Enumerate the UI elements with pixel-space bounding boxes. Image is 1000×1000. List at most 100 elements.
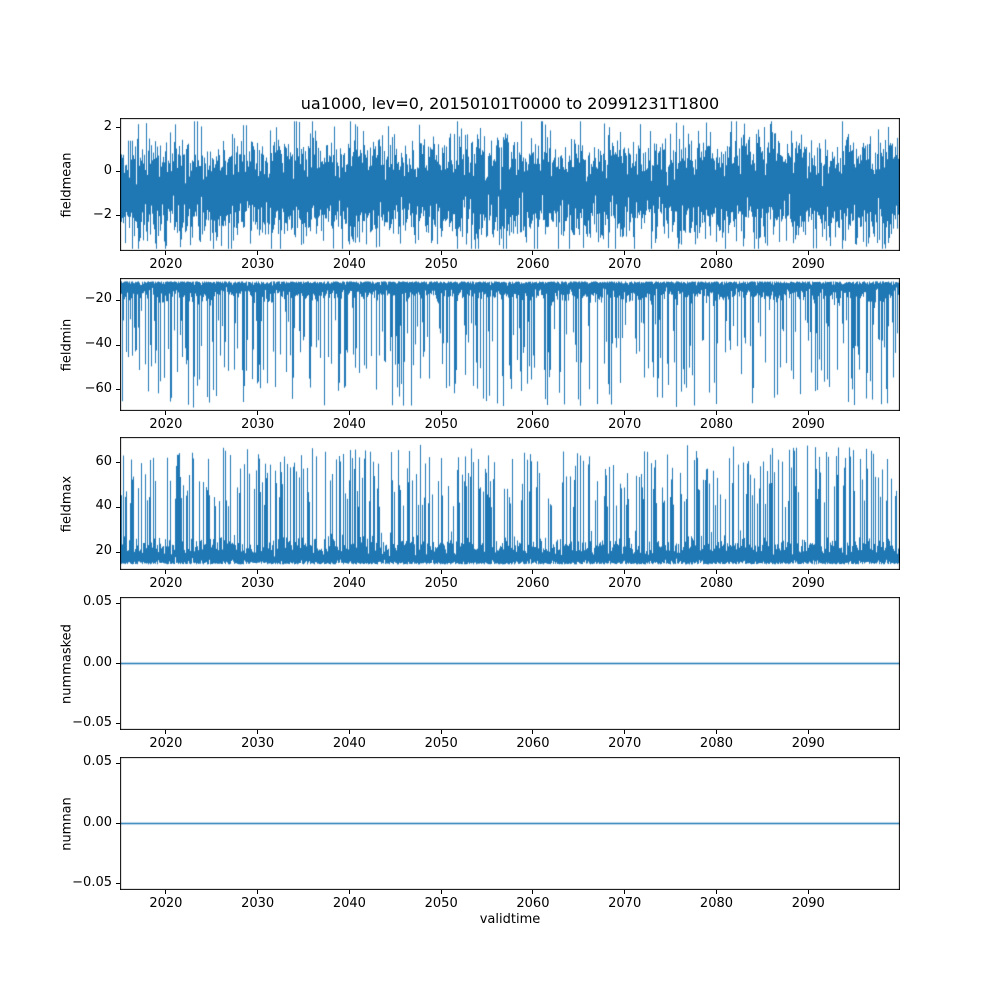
y-axis-label-fieldmean: fieldmean: [59, 152, 75, 217]
y-tick-mark: [116, 462, 120, 464]
y-tick-mark: [116, 602, 120, 604]
x-tick-label: 2050: [424, 576, 458, 591]
x-tick-mark: [807, 890, 809, 894]
y-tick-mark: [116, 344, 120, 346]
x-tick-mark: [624, 730, 626, 734]
x-tick-mark: [624, 251, 626, 255]
subplot-numnan-canvas: [120, 757, 900, 890]
y-tick-mark: [116, 883, 120, 885]
x-tick-label: 2080: [699, 736, 734, 751]
y-tick-mark: [116, 127, 120, 129]
x-tick-mark: [532, 730, 534, 734]
y-tick-mark: [116, 215, 120, 217]
x-tick-mark: [440, 890, 442, 894]
x-tick-mark: [532, 251, 534, 255]
y-tick-label: 60: [95, 453, 112, 469]
x-tick-mark: [624, 570, 626, 574]
y-tick-label: 0.00: [83, 814, 112, 830]
x-tick-label: 2030: [241, 896, 275, 911]
y-tick-label: 40: [95, 498, 112, 514]
y-tick-label: 0.00: [83, 654, 112, 670]
x-tick-label: 2090: [791, 576, 825, 591]
x-tick-label: 2070: [608, 896, 642, 911]
x-tick-label: 2070: [608, 736, 642, 751]
x-tick-mark: [440, 730, 442, 734]
x-tick-mark: [807, 730, 809, 734]
x-tick-mark: [257, 251, 259, 255]
x-tick-mark: [715, 890, 717, 894]
x-tick-label: 2060: [516, 576, 550, 591]
x-tick-mark: [624, 890, 626, 894]
y-tick-mark: [116, 723, 120, 725]
x-tick-label: 2020: [149, 417, 183, 432]
x-tick-mark: [165, 730, 167, 734]
x-tick-label: 2040: [332, 576, 366, 591]
y-tick-label: −0.05: [72, 714, 112, 730]
y-tick-label: −0.05: [72, 874, 112, 890]
x-tick-label: 2030: [241, 736, 275, 751]
x-tick-mark: [165, 890, 167, 894]
x-tick-mark: [257, 570, 259, 574]
x-tick-label: 2090: [791, 736, 825, 751]
x-tick-mark: [348, 890, 350, 894]
y-tick-label: −2: [92, 206, 112, 222]
subplot-fieldmean-canvas: [120, 118, 900, 251]
y-axis-label-nummasked: nummasked: [59, 623, 75, 704]
x-tick-mark: [715, 251, 717, 255]
y-tick-label: −20: [84, 291, 112, 307]
x-tick-label: 2030: [241, 257, 275, 272]
x-tick-mark: [715, 411, 717, 415]
x-tick-label: 2050: [424, 257, 458, 272]
x-tick-mark: [348, 251, 350, 255]
figure-title: ua1000, lev=0, 20150101T0000 to 20991231…: [300, 94, 720, 113]
x-tick-label: 2090: [791, 257, 825, 272]
y-tick-label: 0.05: [83, 754, 112, 770]
x-tick-label: 2050: [424, 417, 458, 432]
y-tick-mark: [116, 389, 120, 391]
x-tick-mark: [440, 570, 442, 574]
x-tick-mark: [532, 890, 534, 894]
x-tick-mark: [165, 570, 167, 574]
x-tick-mark: [807, 411, 809, 415]
x-axis-label: validtime: [479, 912, 541, 927]
x-tick-label: 2080: [699, 896, 734, 911]
y-axis-label-fieldmax: fieldmax: [59, 475, 75, 532]
y-tick-mark: [116, 171, 120, 173]
y-tick-mark: [116, 663, 120, 664]
subplot-fieldmin-canvas: [120, 278, 900, 411]
x-tick-label: 2060: [516, 896, 550, 911]
y-tick-label: −40: [84, 336, 112, 352]
x-tick-mark: [807, 570, 809, 574]
x-tick-mark: [348, 411, 350, 415]
x-tick-mark: [440, 411, 442, 415]
x-tick-label: 2070: [608, 257, 642, 272]
y-tick-mark: [116, 506, 120, 508]
y-tick-mark: [116, 823, 120, 824]
x-tick-label: 2040: [332, 736, 366, 751]
y-tick-label: 0: [103, 162, 112, 178]
y-tick-label: 0.05: [83, 594, 112, 610]
x-tick-label: 2070: [608, 576, 642, 591]
y-tick-label: 2: [103, 118, 112, 134]
x-tick-mark: [532, 570, 534, 574]
x-tick-label: 2020: [149, 896, 183, 911]
x-tick-label: 2060: [516, 736, 550, 751]
x-tick-label: 2030: [241, 576, 275, 591]
x-tick-label: 2090: [791, 896, 825, 911]
y-tick-label: −60: [84, 380, 112, 396]
x-tick-label: 2050: [424, 736, 458, 751]
x-tick-label: 2040: [332, 896, 366, 911]
x-tick-label: 2060: [516, 417, 550, 432]
x-tick-label: 2020: [149, 257, 183, 272]
y-axis-label-fieldmin: fieldmin: [59, 318, 75, 371]
x-tick-label: 2060: [516, 257, 550, 272]
y-tick-mark: [116, 551, 120, 553]
subplot-fieldmax-canvas: [120, 437, 900, 570]
x-tick-mark: [257, 411, 259, 415]
x-tick-label: 2020: [149, 576, 183, 591]
subplot-nummasked-canvas: [120, 597, 900, 730]
x-tick-label: 2050: [424, 896, 458, 911]
x-tick-label: 2080: [699, 576, 734, 591]
x-tick-label: 2090: [791, 417, 825, 432]
